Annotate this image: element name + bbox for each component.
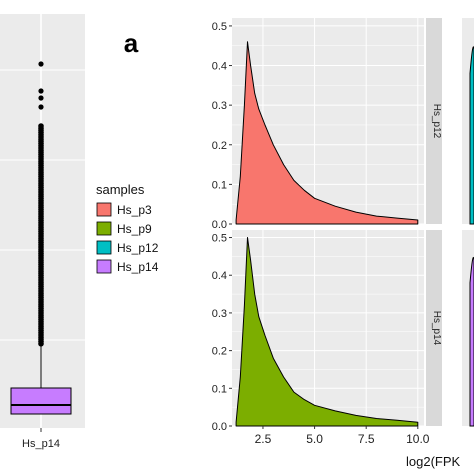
y-tick-label: 0.1: [212, 179, 227, 191]
y-tick-label: 0.0: [212, 219, 227, 231]
legend-swatch-hs-p3: [96, 202, 112, 217]
x-tick-label: 2.5: [255, 432, 272, 446]
boxplot-outlier-point: [38, 104, 44, 110]
y-tick-label: 0.5: [212, 21, 227, 33]
boxplot-outlier-point: [38, 61, 44, 67]
boxplot-outliers: [38, 61, 44, 347]
cropped-neighbor-density: [469, 46, 474, 225]
boxplot-box: [10, 387, 72, 415]
legend-swatch-hs-p12: [96, 240, 112, 255]
facet-strip: [426, 18, 442, 224]
y-tick-label: 0.4: [212, 61, 227, 73]
density-area-hs-p9: [235, 237, 419, 427]
legend-swatch-hs-p14: [96, 259, 112, 274]
legend-label-hs-p9: Hs_p9: [117, 222, 152, 236]
legend-label-hs-p12: Hs_p12: [117, 241, 159, 255]
legend: samples Hs_p3 Hs_p9 Hs_p12 Hs_p14: [96, 182, 159, 274]
boxplot-outlier-point: [38, 341, 44, 347]
legend-label-hs-p3: Hs_p3: [117, 203, 152, 217]
density-area-hs-p3: [235, 41, 419, 225]
facet-strip-label: Hs_p14: [431, 311, 442, 346]
y-tick-label: 0.2: [212, 346, 227, 358]
boxplot-panel: Hs_p14: [0, 14, 85, 450]
x-axis-title: log2(FPK: [406, 454, 461, 469]
facet-strip: [426, 230, 442, 426]
y-tick-label: 0.4: [212, 270, 227, 282]
density-facets: 0.0 0.1 0.2 0.3 0.4 0.5 Hs_p12 0.0 0.1 0.2 0.3 0.4 0…: [212, 18, 474, 446]
y-tick-label: 0.3: [212, 100, 227, 112]
legend-title: samples: [96, 182, 145, 197]
x-tick-label: 10.0: [406, 432, 430, 446]
x-tick-label: 5.0: [306, 432, 323, 446]
x-tick-label: 7.5: [358, 432, 375, 446]
boxplot-x-tick-label: Hs_p14: [22, 438, 60, 450]
boxplot-outlier-point: [38, 95, 44, 101]
y-tick-label: 0.3: [212, 308, 227, 320]
y-tick-label: 0.5: [212, 233, 227, 245]
cropped-neighbor-density: [469, 256, 474, 427]
facet-strip-label: Hs_p12: [431, 104, 442, 139]
y-tick-label: 0.2: [212, 140, 227, 152]
panel-label: a: [124, 28, 139, 58]
legend-swatch-hs-p9: [96, 221, 112, 236]
boxplot-outlier-point: [38, 88, 44, 94]
y-tick-label: 0.1: [212, 383, 227, 395]
legend-label-hs-p14: Hs_p14: [117, 260, 159, 274]
y-tick-label: 0.0: [212, 421, 227, 433]
